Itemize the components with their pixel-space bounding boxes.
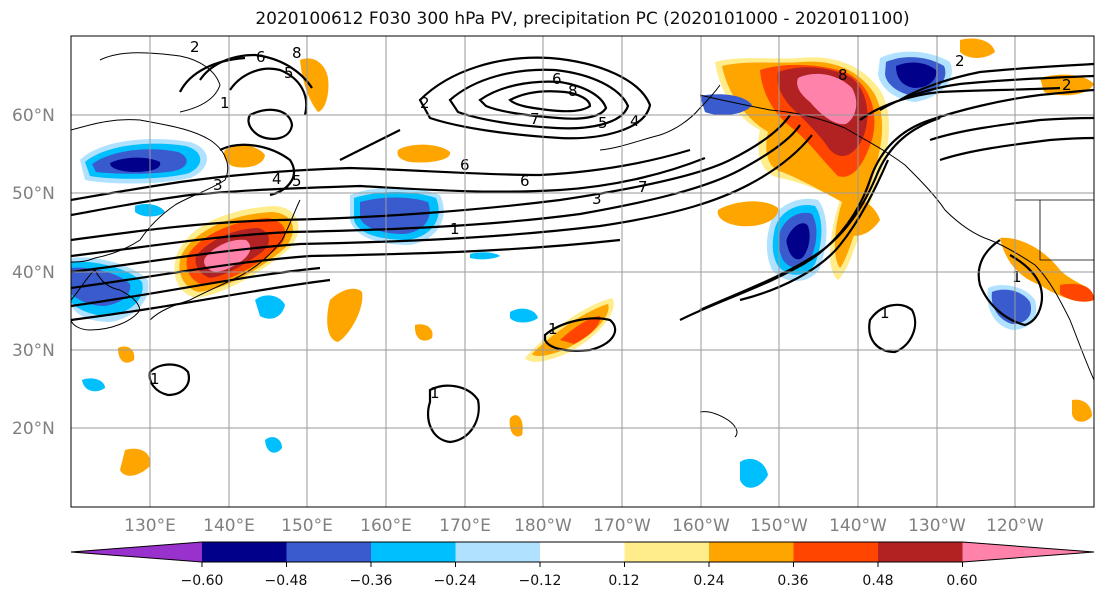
lat-label: 50°N [12, 184, 55, 204]
contour-label: 8 [292, 44, 302, 62]
contour-label: 2 [190, 38, 200, 56]
contour-label: 1 [430, 384, 440, 402]
colorbar-tick-label: 0.48 [862, 573, 893, 589]
lon-label: 160°E [360, 516, 412, 536]
colorbar-tick-label: 0.36 [777, 573, 808, 589]
colorbar-segment [540, 542, 625, 562]
lon-label: 120°W [986, 516, 1044, 536]
coast-siberia [99, 52, 221, 113]
contour-label: 2 [1062, 76, 1072, 94]
map-frame [70, 35, 1095, 508]
lon-label: 150°W [750, 516, 808, 536]
lon-label: 130°W [908, 516, 966, 536]
lat-label: 40°N [12, 263, 55, 283]
colorbar-segment [709, 542, 794, 562]
lon-label: 170°W [593, 516, 651, 536]
colorbar-segment [71, 542, 202, 562]
colorbar-segment [455, 542, 540, 562]
contour-labels: 2 6 8 5 6 8 7 5 4 1 3 4 5 6 6 1 3 7 2 8 … [150, 38, 1072, 402]
contour-label: 6 [520, 172, 530, 190]
coast-aleutians [599, 84, 721, 151]
contour-label: 6 [256, 48, 266, 66]
lon-label: 130°E [124, 516, 176, 536]
lon-label: 180°W [514, 516, 572, 536]
contour-label: 3 [213, 176, 223, 194]
border-states [1039, 200, 1094, 261]
contour-label: 8 [568, 82, 578, 100]
contour-label: 4 [272, 170, 282, 188]
colorbar-segment [202, 542, 287, 562]
contour-label: 7 [638, 178, 648, 196]
contour-label: 5 [284, 64, 294, 82]
gridlines [71, 36, 1094, 507]
pv-contours [71, 53, 1094, 444]
colorbar-tick-label: 0.60 [946, 573, 977, 589]
lon-label: 140°W [829, 516, 887, 536]
map-title: 2020100612 F030 300 hPa PV, precipitatio… [255, 9, 910, 29]
colorbar-tick-label: −0.12 [519, 573, 562, 589]
contour-label: 5 [598, 114, 608, 132]
coast-north-america [699, 94, 1094, 381]
contour-label: 8 [838, 66, 848, 84]
colorbar-tick-label: −0.60 [181, 573, 224, 589]
colorbar-tick-label: −0.24 [434, 573, 477, 589]
colorbar-segment [878, 542, 963, 562]
contour-label: 5 [292, 172, 302, 190]
colorbar-tick-label: 0.12 [608, 573, 639, 589]
coast-hawaii [699, 411, 738, 438]
contour-label: 1 [880, 304, 890, 322]
contour-label: 1 [150, 370, 160, 388]
colorbar-segment [624, 542, 709, 562]
colorbar-ticks: −0.60 −0.48 −0.36 −0.24 −0.12 0.12 0.24 … [181, 573, 978, 589]
map-area: 2 6 8 5 6 8 7 5 4 1 3 4 5 6 6 1 3 7 2 8 … [71, 36, 1094, 507]
contour-label: 1 [548, 320, 558, 338]
colorbar-segment [962, 542, 1094, 562]
colorbar-segment [371, 542, 456, 562]
lon-label: 170°E [439, 516, 491, 536]
contour-label: 4 [630, 112, 640, 130]
colorbar: −0.60 −0.48 −0.36 −0.24 −0.12 0.12 0.24 … [70, 541, 1095, 589]
contour-label: 3 [592, 190, 602, 208]
colorbar-segment [793, 542, 878, 562]
colorbar-tick-label: −0.48 [265, 573, 308, 589]
colorbar-segments [70, 541, 1095, 567]
contour-label: 6 [552, 70, 562, 88]
contour-label: 1 [1012, 268, 1022, 286]
contour-label: 2 [420, 94, 430, 112]
lat-axis: 60°N 50°N 40°N 30°N 20°N [12, 106, 55, 439]
colorbar-tick-label: −0.36 [350, 573, 393, 589]
contour-label: 7 [530, 110, 540, 128]
lat-label: 30°N [12, 341, 55, 361]
colorbar-tick-label: 0.24 [693, 573, 724, 589]
coast-asia-east [71, 119, 229, 263]
lat-label: 60°N [12, 106, 55, 126]
contour-label: 1 [220, 94, 230, 112]
contour-label: 2 [955, 52, 965, 70]
contour-label: 1 [450, 220, 460, 238]
colorbar-segment [286, 542, 371, 562]
lon-axis: 130°E 140°E 150°E 160°E 170°E 180°W 170°… [124, 516, 1044, 536]
lon-label: 160°W [672, 516, 730, 536]
lon-label: 150°E [281, 516, 333, 536]
lon-label: 140°E [203, 516, 255, 536]
lat-label: 20°N [12, 419, 55, 439]
